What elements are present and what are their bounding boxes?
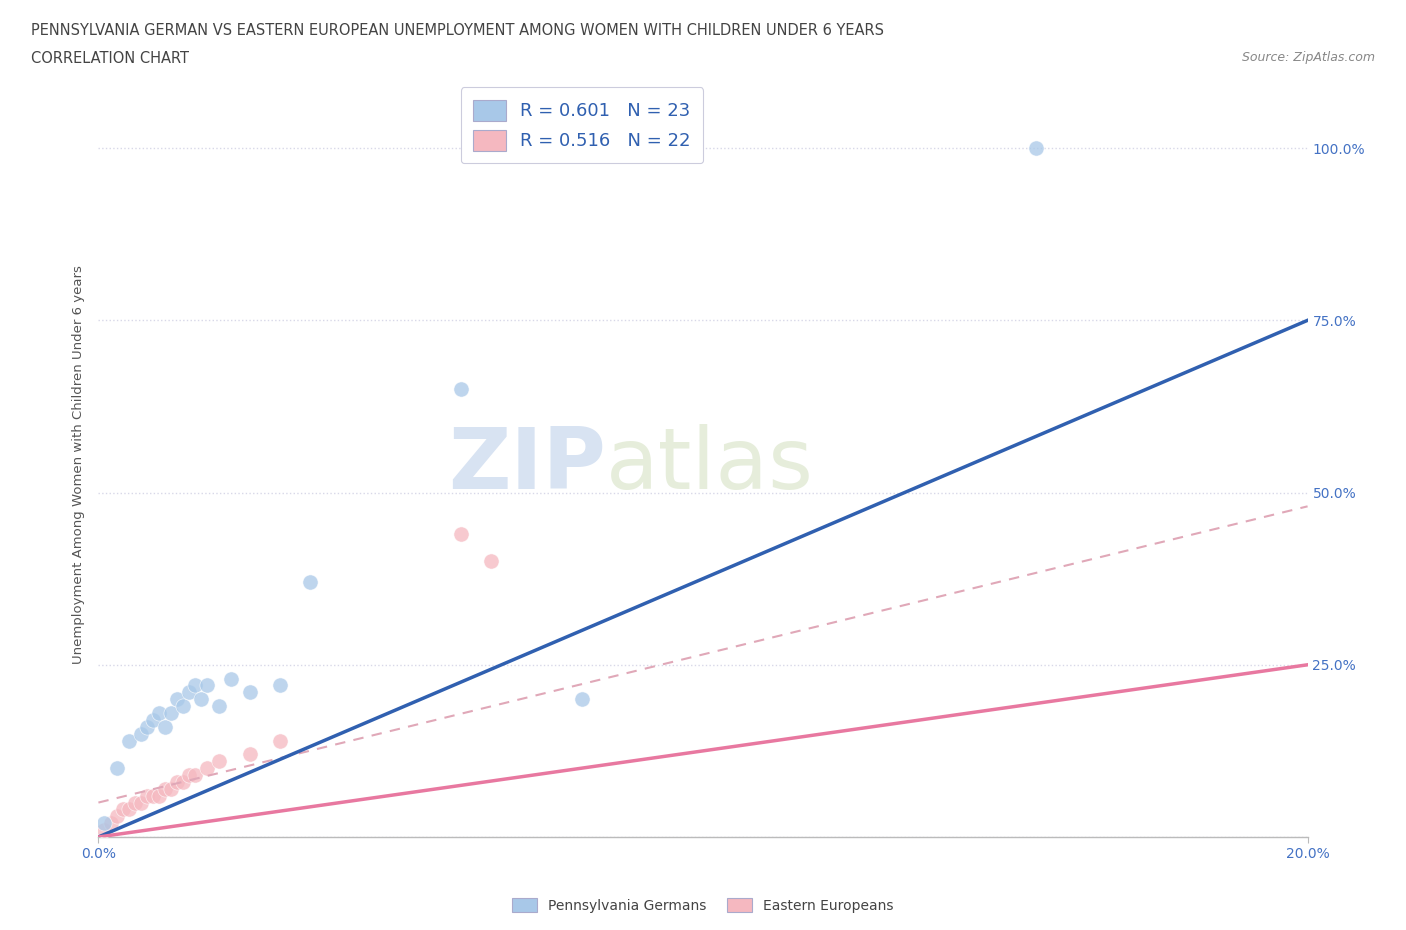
Point bbox=[118, 802, 141, 817]
Point bbox=[221, 671, 243, 686]
Point bbox=[166, 775, 188, 790]
Text: Source: ZipAtlas.com: Source: ZipAtlas.com bbox=[1241, 51, 1375, 64]
Point bbox=[172, 775, 194, 790]
Point bbox=[135, 719, 157, 734]
Point bbox=[195, 678, 218, 693]
Point bbox=[111, 802, 134, 817]
Point bbox=[172, 698, 194, 713]
Point bbox=[239, 747, 262, 762]
Legend: Pennsylvania Germans, Eastern Europeans: Pennsylvania Germans, Eastern Europeans bbox=[506, 893, 900, 919]
Point bbox=[129, 726, 152, 741]
Point bbox=[93, 816, 115, 830]
Text: PENNSYLVANIA GERMAN VS EASTERN EUROPEAN UNEMPLOYMENT AMONG WOMEN WITH CHILDREN U: PENNSYLVANIA GERMAN VS EASTERN EUROPEAN … bbox=[31, 23, 884, 38]
Point bbox=[148, 706, 170, 721]
Point bbox=[129, 795, 152, 810]
Legend: R = 0.601   N = 23, R = 0.516   N = 22: R = 0.601 N = 23, R = 0.516 N = 22 bbox=[461, 87, 703, 163]
Point bbox=[179, 684, 201, 699]
Point bbox=[148, 789, 170, 804]
Point bbox=[105, 761, 128, 776]
Point bbox=[208, 698, 231, 713]
Point bbox=[142, 712, 165, 727]
Point bbox=[100, 816, 122, 830]
Point bbox=[184, 767, 207, 782]
Point bbox=[184, 678, 207, 693]
Point bbox=[195, 761, 218, 776]
Point bbox=[190, 692, 212, 707]
Point bbox=[481, 554, 503, 569]
Point bbox=[124, 795, 146, 810]
Point bbox=[179, 767, 201, 782]
Y-axis label: Unemployment Among Women with Children Under 6 years: Unemployment Among Women with Children U… bbox=[72, 266, 86, 664]
Point bbox=[160, 706, 183, 721]
Point bbox=[450, 382, 472, 397]
Point bbox=[1024, 140, 1046, 155]
Point bbox=[166, 692, 188, 707]
Point bbox=[269, 678, 291, 693]
Point bbox=[105, 809, 128, 824]
Text: CORRELATION CHART: CORRELATION CHART bbox=[31, 51, 188, 66]
Point bbox=[135, 789, 157, 804]
Text: atlas: atlas bbox=[606, 423, 814, 507]
Point bbox=[239, 684, 262, 699]
Point bbox=[208, 754, 231, 769]
Point bbox=[160, 781, 183, 796]
Point bbox=[153, 781, 176, 796]
Text: ZIP: ZIP bbox=[449, 423, 606, 507]
Point bbox=[571, 692, 593, 707]
Point bbox=[118, 733, 141, 748]
Point bbox=[299, 575, 322, 590]
Point bbox=[153, 719, 176, 734]
Point bbox=[450, 526, 472, 541]
Point bbox=[269, 733, 291, 748]
Point bbox=[93, 823, 115, 838]
Point bbox=[142, 789, 165, 804]
